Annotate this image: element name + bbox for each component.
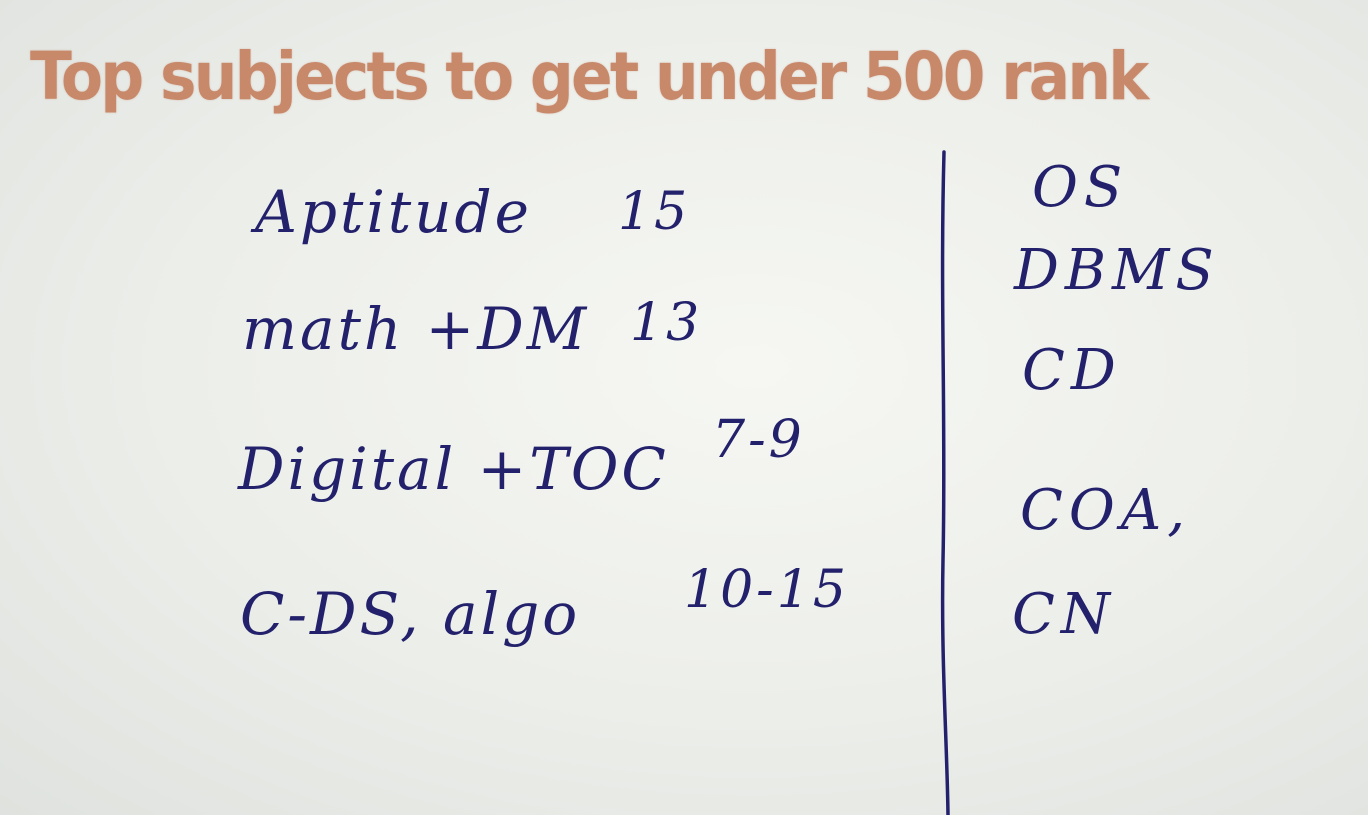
right-item-dbms: DBMS	[1014, 238, 1220, 303]
marks-math-dm: 13	[630, 293, 703, 353]
subject-c-ds-algo: C-DS, algo	[240, 580, 581, 648]
right-item-coa: COA,	[1020, 478, 1191, 543]
subject-math-dm: math +DM	[242, 295, 590, 363]
subject-aptitude: Aptitude	[255, 178, 532, 246]
marks-aptitude: 15	[618, 182, 691, 242]
right-item-cd: CD	[1022, 338, 1122, 403]
right-item-os: OS	[1032, 155, 1129, 220]
marks-c-ds-algo: 10-15	[684, 560, 849, 620]
subject-digital-toc: Digital +TOC	[238, 435, 669, 503]
marks-digital-toc: 7-9	[712, 410, 805, 470]
right-item-cn: CN	[1012, 582, 1116, 647]
slide-title: Top subjects to get under 500 rank	[30, 38, 1149, 115]
